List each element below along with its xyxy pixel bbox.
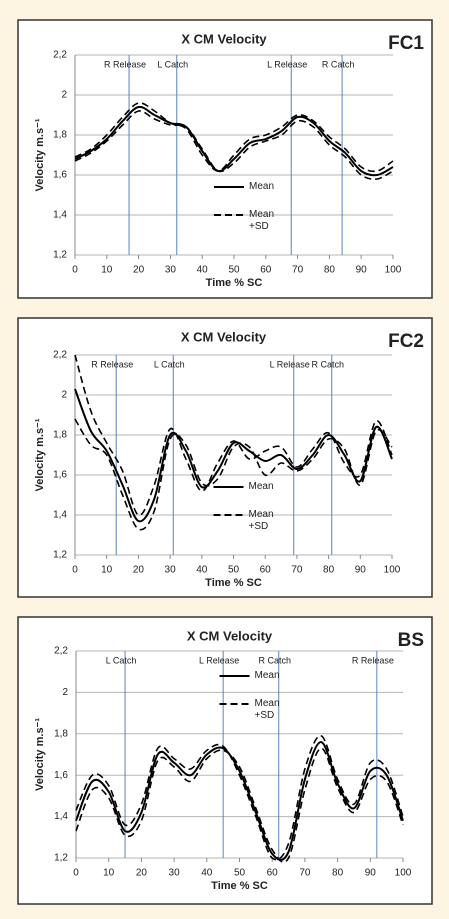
x-tick-label: 10: [101, 565, 113, 576]
x-tick-label: 70: [292, 265, 304, 276]
y-tick-label: 2: [61, 390, 67, 401]
event-label: L Catch: [106, 655, 137, 665]
x-tick-label: 60: [267, 868, 279, 879]
x-tick-label: 10: [103, 868, 115, 879]
event-label: L Release: [270, 359, 310, 369]
x-tick-label: 90: [355, 565, 367, 576]
y-tick-label: 1,6: [53, 170, 67, 181]
x-tick-label: 0: [72, 565, 78, 576]
y-tick-label: 2: [61, 90, 67, 101]
y-tick-label: 1,2: [53, 550, 67, 561]
legend-label: Mean +SD: [249, 209, 275, 232]
x-tick-label: 90: [356, 265, 368, 276]
y-tick-label: 1,6: [53, 470, 67, 481]
series-line: [74, 110, 394, 180]
y-axis-label: Velocity m.s⁻¹: [34, 718, 46, 791]
x-tick-label: 10: [101, 265, 113, 276]
series-line: [75, 747, 404, 863]
x-tick-label: 0: [72, 265, 78, 276]
series-line: [74, 102, 394, 173]
event-label: L Release: [267, 59, 307, 69]
y-tick-label: 1,4: [53, 210, 67, 221]
x-tick-label: 100: [384, 565, 401, 576]
y-tick-label: 1,8: [53, 430, 67, 441]
x-tick-label: 80: [323, 565, 335, 576]
x-tick-label: 90: [365, 868, 377, 879]
x-tick-label: 60: [260, 265, 272, 276]
x-tick-label: 80: [324, 265, 336, 276]
event-label: R Release: [91, 359, 133, 369]
y-tick-label: 1,8: [54, 728, 68, 739]
x-tick-label: 30: [165, 565, 177, 576]
x-axis-label: Time % SC: [206, 277, 263, 289]
y-tick-label: 1,4: [54, 811, 68, 822]
panel-label: BS: [398, 630, 424, 651]
chart-title: X CM Velocity: [181, 329, 267, 344]
series-line: [75, 735, 404, 861]
legend-label: Mean +SD: [254, 698, 280, 721]
series-line: [74, 105, 394, 177]
legend-label: Mean: [249, 181, 275, 192]
y-axis-label: Velocity m.s⁻¹: [34, 418, 46, 491]
series-line: [74, 354, 393, 516]
x-tick-label: 40: [196, 565, 208, 576]
x-tick-label: 20: [136, 868, 148, 879]
y-tick-label: 1,6: [54, 770, 68, 781]
chart-title: X CM Velocity: [187, 628, 273, 643]
panel-label: FC1: [388, 33, 424, 54]
x-tick-label: 60: [260, 565, 272, 576]
x-tick-label: 50: [234, 868, 246, 879]
event-label: R Catch: [258, 655, 291, 665]
event-label: L Catch: [157, 59, 188, 69]
x-tick-label: 70: [291, 565, 303, 576]
x-tick-label: 20: [133, 265, 145, 276]
panel: [17, 19, 433, 299]
x-tick-label: 40: [201, 868, 213, 879]
x-tick-label: 80: [332, 868, 344, 879]
x-tick-label: 100: [385, 265, 402, 276]
x-tick-label: 30: [165, 265, 177, 276]
x-tick-label: 30: [169, 868, 181, 879]
x-axis-label: Time % SC: [205, 577, 262, 589]
series-line: [74, 388, 393, 523]
event-label: L Release: [199, 655, 239, 665]
event-label: L Catch: [154, 359, 185, 369]
y-tick-label: 2,2: [53, 350, 67, 361]
panel: [17, 616, 433, 905]
y-tick-label: 1,2: [53, 250, 67, 261]
y-tick-label: 1,2: [54, 853, 68, 864]
y-tick-label: 2,2: [54, 646, 68, 657]
legend-label: Mean: [254, 670, 280, 681]
legend-label: Mean +SD: [248, 509, 274, 532]
y-tick-label: 2: [62, 687, 68, 698]
x-axis-label: Time % SC: [211, 880, 268, 892]
x-tick-label: 20: [133, 565, 145, 576]
x-tick-label: 40: [197, 265, 209, 276]
y-tick-label: 2,2: [53, 50, 67, 61]
event-label: R Release: [352, 655, 394, 665]
series-line: [74, 418, 393, 531]
legend-label: Mean: [248, 481, 274, 492]
event-label: R Catch: [322, 59, 355, 69]
x-tick-label: 50: [228, 565, 240, 576]
panel-label: FC2: [388, 331, 424, 352]
x-tick-label: 100: [395, 868, 412, 879]
x-tick-label: 70: [299, 868, 311, 879]
event-label: R Catch: [312, 359, 345, 369]
y-tick-label: 1,4: [53, 510, 67, 521]
x-tick-label: 0: [73, 868, 79, 879]
y-axis-label: Velocity m.s⁻¹: [34, 118, 46, 191]
event-label: R Release: [104, 59, 146, 69]
series-line: [75, 741, 404, 861]
x-tick-label: 50: [228, 265, 240, 276]
y-tick-label: 1,8: [53, 130, 67, 141]
chart-title: X CM Velocity: [181, 31, 267, 46]
